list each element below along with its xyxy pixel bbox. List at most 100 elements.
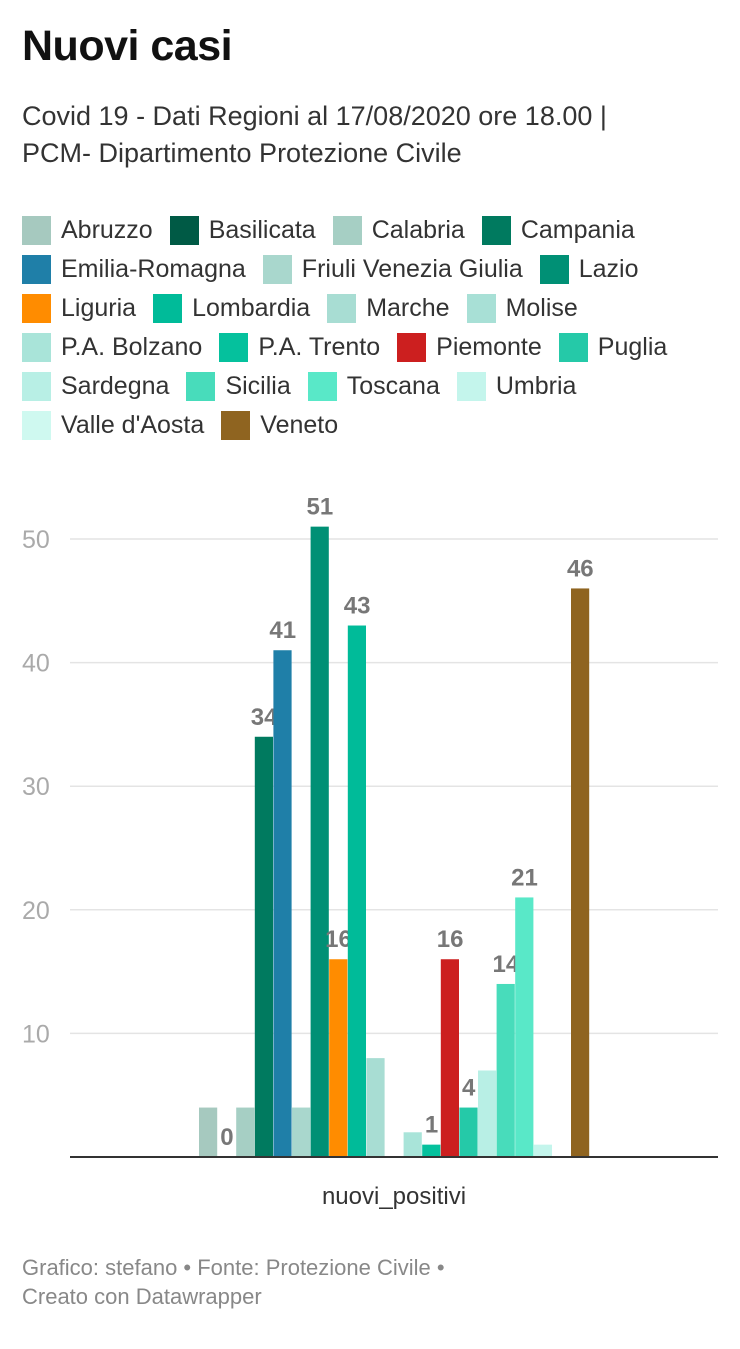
legend-swatch bbox=[466, 293, 496, 323]
legend-item-p-a-bolzano[interactable]: P.A. Bolzano bbox=[22, 332, 202, 362]
legend-swatch bbox=[153, 293, 183, 323]
data-label-basilicata: 0 bbox=[220, 1124, 233, 1151]
bar-veneto bbox=[571, 588, 590, 1157]
bar-calabria bbox=[236, 1107, 255, 1157]
footer-credit[interactable]: Grafico: stefano • Fonte: Protezione Civ… bbox=[22, 1255, 445, 1280]
legend-swatch bbox=[22, 254, 51, 284]
chart-subtitle: Covid 19 - Dati Regioni al 17/08/2020 or… bbox=[22, 98, 722, 172]
legend-swatch bbox=[186, 371, 216, 401]
bar-piemonte bbox=[440, 959, 459, 1157]
footer-datawrapper[interactable]: Creato con Datawrapper bbox=[22, 1284, 262, 1309]
legend-label: Toscana bbox=[346, 371, 440, 400]
legend-item-liguria[interactable]: Liguria bbox=[22, 293, 136, 323]
legend-label: Veneto bbox=[260, 410, 339, 439]
legend-item-sicilia[interactable]: Sicilia bbox=[186, 371, 291, 401]
x-category-label: nuovi_positivi bbox=[322, 1183, 466, 1210]
legend-label: Sardegna bbox=[61, 371, 170, 400]
legend-label: Marche bbox=[366, 293, 450, 322]
legend-label: P.A. Bolzano bbox=[61, 332, 203, 361]
legend-swatch bbox=[481, 215, 511, 245]
legend: Abruzzo Basilicata Calabria Campania Emilia-… bbox=[22, 215, 732, 440]
bar-marche bbox=[366, 1058, 385, 1157]
legend-item-campania[interactable]: Campania bbox=[481, 215, 635, 245]
data-label-emilia-romagna: 41 bbox=[269, 617, 296, 644]
legend-label: Campania bbox=[520, 215, 635, 244]
bar-abruzzo bbox=[199, 1107, 218, 1157]
data-label-liguria: 16 bbox=[325, 926, 352, 953]
bar-sardegna bbox=[478, 1070, 497, 1157]
legend-item-marche[interactable]: Marche bbox=[327, 293, 450, 323]
legend-item-lazio[interactable]: Lazio bbox=[539, 254, 639, 284]
legend-label: Lazio bbox=[578, 254, 639, 283]
legend-label: Liguria bbox=[61, 293, 137, 322]
legend-item-basilicata[interactable]: Basilicata bbox=[169, 215, 316, 245]
y-tick-label: 20 bbox=[22, 897, 50, 925]
legend-swatch bbox=[397, 332, 427, 362]
bar-campania bbox=[254, 736, 273, 1157]
legend-item-sardegna[interactable]: Sardegna bbox=[22, 371, 169, 401]
bar-lombardia bbox=[347, 625, 366, 1157]
data-label-p-a-trento: 1 bbox=[425, 1112, 438, 1139]
legend-label: Lombardia bbox=[192, 293, 311, 322]
legend-label: Umbria bbox=[495, 371, 577, 400]
legend-label: P.A. Trento bbox=[258, 332, 381, 361]
legend-swatch bbox=[456, 371, 486, 401]
subtitle-line-1: Covid 19 - Dati Regioni al 17/08/2020 or… bbox=[22, 101, 607, 131]
legend-item-valle-d-aosta[interactable]: Valle d'Aosta bbox=[22, 410, 204, 440]
bar-p-a-trento bbox=[422, 1144, 441, 1157]
legend-label: Basilicata bbox=[208, 215, 316, 244]
legend-label: Puglia bbox=[597, 332, 668, 361]
legend-label: Calabria bbox=[371, 215, 465, 244]
legend-label: Friuli Venezia Giulia bbox=[301, 254, 523, 283]
legend-item-piemonte[interactable]: Piemonte bbox=[397, 332, 542, 362]
bar-chart: 1020304050034415116431164142146nuovi_pos… bbox=[22, 494, 718, 1210]
legend-item-puglia[interactable]: Puglia bbox=[558, 332, 668, 362]
legend-item-abruzzo[interactable]: Abruzzo bbox=[22, 215, 153, 245]
legend-label: Abruzzo bbox=[61, 215, 153, 244]
bar-puglia bbox=[459, 1107, 478, 1157]
legend-swatch bbox=[332, 215, 362, 245]
y-tick-label: 30 bbox=[22, 773, 50, 801]
legend-label: Molise bbox=[505, 293, 578, 322]
legend-swatch bbox=[539, 254, 569, 284]
bar-p-a-bolzano bbox=[403, 1132, 422, 1157]
legend-label: Emilia-Romagna bbox=[61, 254, 246, 283]
legend-swatch bbox=[22, 293, 51, 323]
legend-swatch bbox=[221, 410, 251, 440]
legend-item-calabria[interactable]: Calabria bbox=[332, 215, 465, 245]
legend-item-toscana[interactable]: Toscana bbox=[307, 371, 440, 401]
y-tick-label: 50 bbox=[22, 526, 50, 554]
chart-title: Nuovi casi bbox=[22, 22, 233, 70]
legend-swatch bbox=[327, 293, 357, 323]
bar-emilia-romagna bbox=[273, 650, 292, 1157]
legend-swatch bbox=[22, 215, 51, 245]
legend-item-lombardia[interactable]: Lombardia bbox=[153, 293, 310, 323]
legend-item-friuli-venezia-giulia[interactable]: Friuli Venezia Giulia bbox=[262, 254, 523, 284]
bar-liguria bbox=[329, 959, 348, 1157]
legend-swatch bbox=[22, 410, 51, 440]
legend-item-umbria[interactable]: Umbria bbox=[456, 371, 577, 401]
data-label-lazio: 51 bbox=[307, 494, 334, 521]
data-label-puglia: 4 bbox=[462, 1075, 476, 1102]
data-label-veneto: 46 bbox=[567, 555, 594, 582]
data-label-piemonte: 16 bbox=[437, 926, 464, 953]
legend-item-molise[interactable]: Molise bbox=[466, 293, 578, 323]
legend-item-p-a-trento[interactable]: P.A. Trento bbox=[219, 332, 380, 362]
legend-item-veneto[interactable]: Veneto bbox=[221, 410, 338, 440]
legend-label: Sicilia bbox=[225, 371, 291, 400]
legend-item-emilia-romagna[interactable]: Emilia-Romagna bbox=[22, 254, 246, 284]
legend-swatch bbox=[307, 371, 337, 401]
bar-umbria bbox=[533, 1144, 552, 1157]
legend-swatch bbox=[262, 254, 292, 284]
legend-swatch bbox=[219, 332, 249, 362]
data-label-toscana: 21 bbox=[511, 864, 538, 891]
y-tick-label: 10 bbox=[22, 1020, 50, 1048]
legend-swatch bbox=[22, 371, 51, 401]
legend-swatch bbox=[22, 332, 51, 362]
data-label-lombardia: 43 bbox=[344, 593, 371, 620]
bar-friuli-venezia-giulia bbox=[292, 1107, 311, 1157]
legend-label: Valle d'Aosta bbox=[61, 410, 205, 439]
legend-label: Piemonte bbox=[436, 332, 542, 361]
legend-swatch bbox=[558, 332, 588, 362]
chart-footer: Grafico: stefano • Fonte: Protezione Civ… bbox=[22, 1253, 445, 1311]
